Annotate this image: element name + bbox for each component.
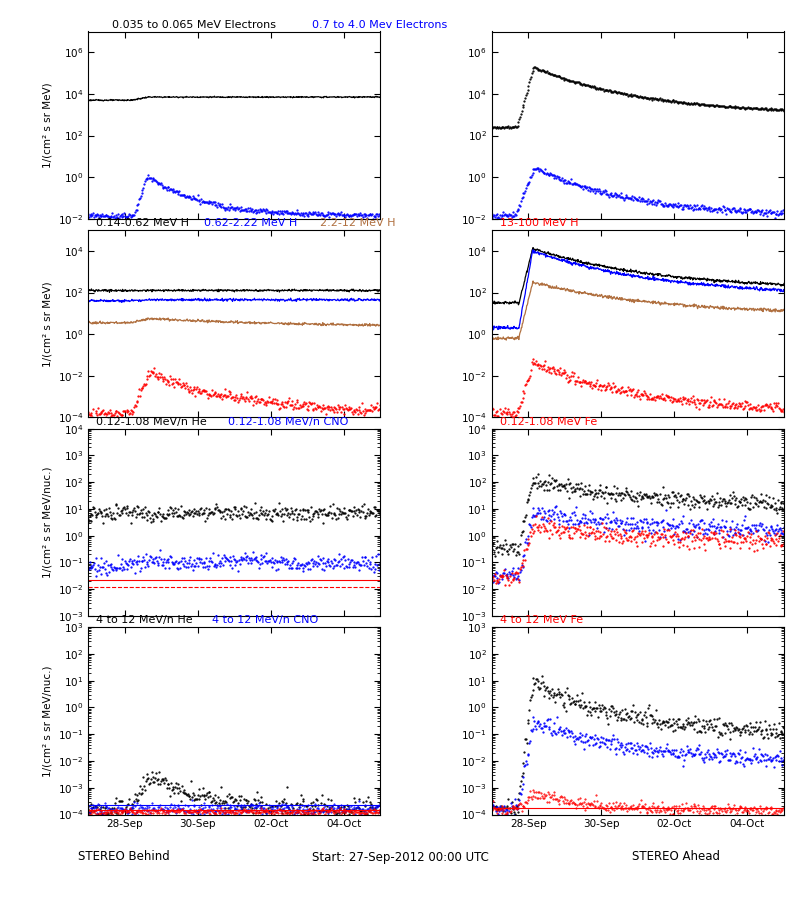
- Text: 0.7 to 4.0 Mev Electrons: 0.7 to 4.0 Mev Electrons: [312, 20, 447, 30]
- Y-axis label: 1/(cm² s sr MeV): 1/(cm² s sr MeV): [42, 281, 52, 366]
- Text: Start: 27-Sep-2012 00:00 UTC: Start: 27-Sep-2012 00:00 UTC: [311, 850, 489, 863]
- Text: 13-100 MeV H: 13-100 MeV H: [499, 219, 578, 229]
- Y-axis label: 1/(cm² s sr MeV): 1/(cm² s sr MeV): [42, 82, 52, 168]
- Text: 0.62-2.22 MeV H: 0.62-2.22 MeV H: [204, 219, 298, 229]
- Text: 0.12-1.08 MeV/n CNO: 0.12-1.08 MeV/n CNO: [228, 417, 348, 427]
- Y-axis label: 1/(cm² s sr MeV/nuc.): 1/(cm² s sr MeV/nuc.): [42, 665, 52, 777]
- Text: 0.12-1.08 MeV Fe: 0.12-1.08 MeV Fe: [499, 417, 597, 427]
- Text: 0.035 to 0.065 MeV Electrons: 0.035 to 0.065 MeV Electrons: [112, 20, 276, 30]
- Text: 4 to 12 MeV/n He: 4 to 12 MeV/n He: [96, 616, 193, 625]
- Text: 4 to 12 MeV Fe: 4 to 12 MeV Fe: [499, 616, 582, 625]
- Text: 2.2-12 MeV H: 2.2-12 MeV H: [320, 219, 395, 229]
- Text: STEREO Behind: STEREO Behind: [78, 850, 170, 863]
- Text: STEREO Ahead: STEREO Ahead: [632, 850, 720, 863]
- Y-axis label: 1/(cm² s sr MeV/nuc.): 1/(cm² s sr MeV/nuc.): [42, 466, 52, 578]
- Text: 0.14-0.62 MeV H: 0.14-0.62 MeV H: [96, 219, 189, 229]
- Text: 0.12-1.08 MeV/n He: 0.12-1.08 MeV/n He: [96, 417, 206, 427]
- Text: 4 to 12 MeV/n CNO: 4 to 12 MeV/n CNO: [212, 616, 318, 625]
